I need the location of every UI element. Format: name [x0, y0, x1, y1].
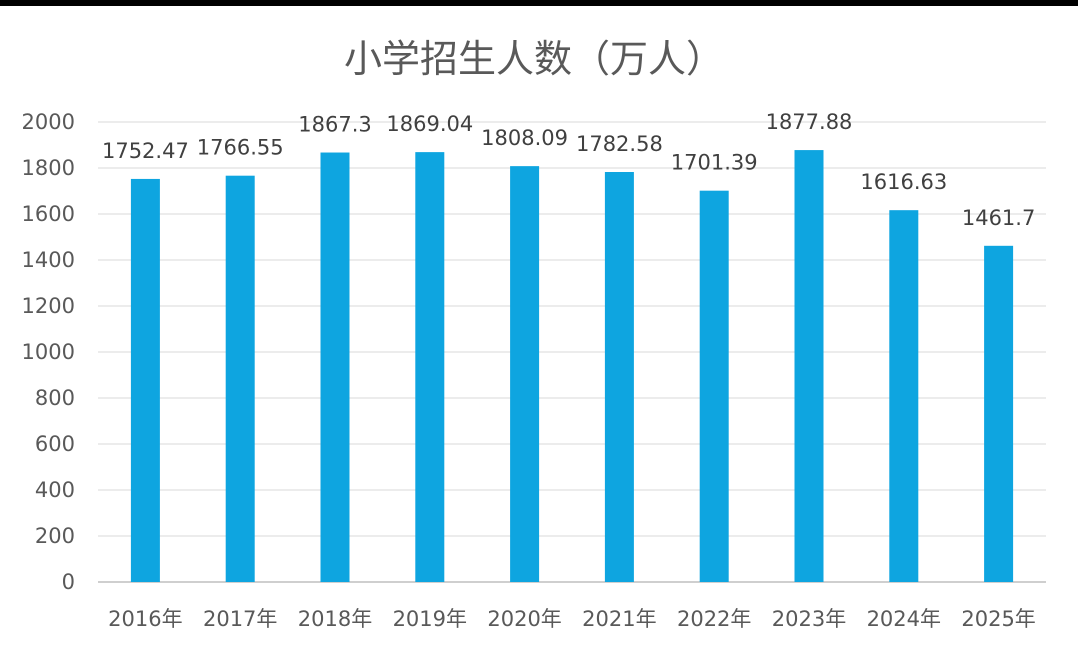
gridlines: [98, 121, 1046, 583]
y-tick-label-600: 600: [35, 432, 75, 456]
y-tick-label-1000: 1000: [22, 340, 75, 364]
bars: [130, 150, 1014, 583]
y-tick-label-2000: 2000: [22, 110, 75, 134]
x-tick-label-2020年: 2020年: [487, 607, 561, 631]
x-tick-label-2016年: 2016年: [108, 607, 182, 631]
x-tick-label-2024年: 2024年: [867, 607, 941, 631]
x-tick-label-2022年: 2022年: [677, 607, 751, 631]
x-axis-ticks: 2016年 2017年 2018年 2019年 2020年 2021年 2022年 2023年…: [108, 607, 1036, 631]
data-label-2018年: 1867.3: [298, 113, 371, 137]
data-label-2021年: 1782.58: [576, 132, 663, 156]
bar-2017年: [225, 175, 255, 583]
data-label-2023年: 1877.88: [766, 110, 853, 134]
y-tick-label-1400: 1400: [22, 248, 75, 272]
data-label-2025年: 1461.7: [962, 206, 1035, 230]
y-tick-label-1600: 1600: [22, 202, 75, 226]
y-tick-label-800: 800: [35, 386, 75, 410]
bar-2023年: [794, 150, 824, 583]
bar-2018年: [320, 152, 350, 582]
data-label-2016年: 1752.47: [102, 139, 189, 163]
data-labels: 1752.47 1766.55 1867.3 1869.04 1808.09 1782.5…: [102, 110, 1035, 230]
x-tick-label-2019年: 2019年: [393, 607, 467, 631]
y-tick-label-1800: 1800: [22, 156, 75, 180]
data-label-2022年: 1701.39: [671, 151, 758, 175]
y-tick-label-400: 400: [35, 478, 75, 502]
bar-2024年: [889, 210, 919, 582]
data-label-2024年: 1616.63: [860, 170, 947, 194]
y-axis-ticks: 0 200 400 600 800 1000 1200 1400 1600 1800 2000: [22, 110, 75, 594]
bar-2022年: [699, 190, 729, 582]
y-tick-label-1200: 1200: [22, 294, 75, 318]
data-label-2020年: 1808.09: [481, 126, 568, 150]
x-tick-label-2018年: 2018年: [298, 607, 372, 631]
x-tick-label-2017年: 2017年: [203, 607, 277, 631]
y-tick-label-200: 200: [35, 524, 75, 548]
bar-2025年: [984, 245, 1014, 582]
bar-2016年: [130, 178, 160, 583]
x-tick-label-2021年: 2021年: [582, 607, 656, 631]
data-label-2017年: 1766.55: [197, 136, 284, 160]
data-label-2019年: 1869.04: [386, 112, 473, 136]
bar-2020年: [510, 166, 540, 583]
x-tick-label-2023年: 2023年: [772, 607, 846, 631]
y-tick-label-0: 0: [62, 570, 75, 594]
x-tick-label-2025年: 2025年: [961, 607, 1035, 631]
bar-2019年: [415, 152, 445, 583]
bar-2021年: [604, 172, 634, 583]
top-bar: [0, 0, 1078, 6]
chart-title: 小学招生人数（万人）: [344, 37, 724, 81]
